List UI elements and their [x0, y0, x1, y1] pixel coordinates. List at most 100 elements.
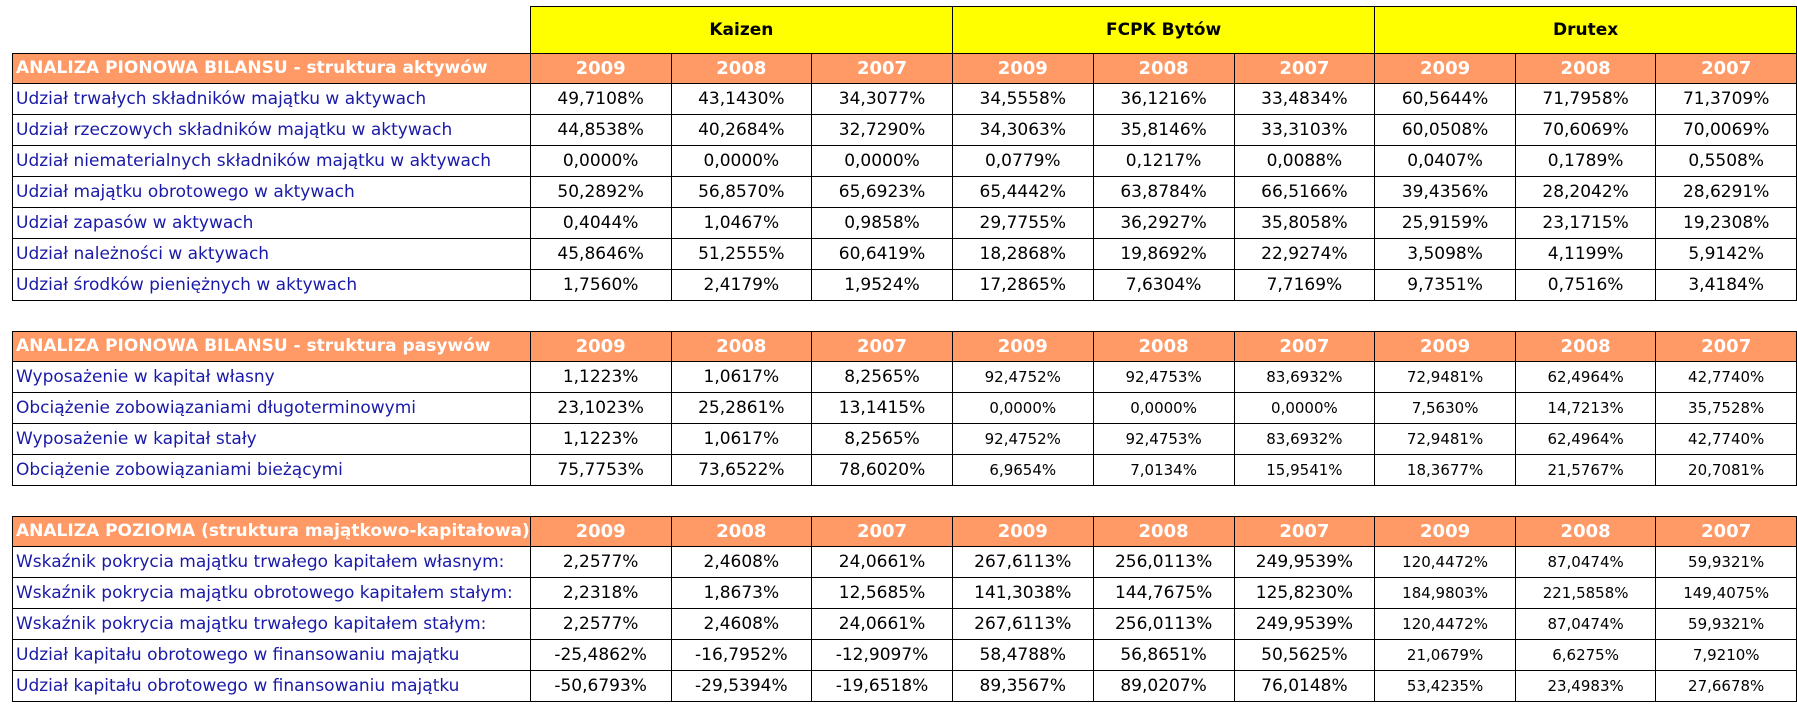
value-cell[interactable]: 92,4753%	[1092, 423, 1235, 455]
value-cell[interactable]: 6,9654%	[951, 454, 1094, 486]
value-cell[interactable]: 15,9541%	[1233, 454, 1376, 486]
value-cell[interactable]: 0,0000%	[529, 145, 672, 177]
value-cell[interactable]: 19,8692%	[1092, 238, 1235, 270]
value-cell[interactable]: 71,7958%	[1514, 83, 1657, 115]
value-cell[interactable]: 25,9159%	[1374, 207, 1516, 239]
row-label-cell[interactable]: Wskaźnik pokrycia majątku obrotowego kap…	[12, 577, 531, 609]
value-cell[interactable]: 7,0134%	[1092, 454, 1235, 486]
year-header-cell[interactable]: 2007	[811, 331, 953, 362]
year-header-cell[interactable]: 2009	[529, 331, 672, 362]
value-cell[interactable]: 49,7108%	[529, 83, 672, 115]
year-header-cell[interactable]: 2008	[1514, 53, 1657, 84]
company-fcpk-bytow[interactable]: FCPK Bytów	[951, 6, 1376, 54]
value-cell[interactable]: 36,2927%	[1092, 207, 1235, 239]
value-cell[interactable]: 65,6923%	[811, 176, 953, 208]
value-cell[interactable]: 24,0661%	[811, 608, 953, 640]
value-cell[interactable]: 89,3567%	[951, 670, 1094, 702]
value-cell[interactable]: 50,5625%	[1233, 639, 1376, 671]
year-header-cell[interactable]: 2007	[1655, 53, 1797, 84]
value-cell[interactable]: 23,1023%	[529, 392, 672, 424]
row-label-cell[interactable]: Udział kapitału obrotowego w finansowani…	[12, 639, 531, 671]
year-header-cell[interactable]: 2009	[951, 331, 1094, 362]
value-cell[interactable]: 0,7516%	[1514, 269, 1657, 301]
year-header-cell[interactable]: 2009	[529, 516, 672, 547]
value-cell[interactable]: 120,4472%	[1374, 608, 1516, 640]
value-cell[interactable]: 62,4964%	[1514, 361, 1657, 393]
value-cell[interactable]: 23,1715%	[1514, 207, 1657, 239]
value-cell[interactable]: 72,9481%	[1374, 361, 1516, 393]
value-cell[interactable]: -16,7952%	[670, 639, 813, 671]
year-header-cell[interactable]: 2008	[670, 331, 813, 362]
year-header-cell[interactable]: 2007	[1233, 331, 1376, 362]
year-header-cell[interactable]: 2008	[670, 53, 813, 84]
year-header-cell[interactable]: 2009	[529, 53, 672, 84]
value-cell[interactable]: 2,2577%	[529, 546, 672, 578]
year-header-cell[interactable]: 2008	[1514, 516, 1657, 547]
value-cell[interactable]: 50,2892%	[529, 176, 672, 208]
row-label-cell[interactable]: Wyposażenie w kapitał stały	[12, 423, 531, 455]
value-cell[interactable]: 1,8673%	[670, 577, 813, 609]
year-header-cell[interactable]: 2009	[1374, 516, 1516, 547]
value-cell[interactable]: -12,9097%	[811, 639, 953, 671]
value-cell[interactable]: 73,6522%	[670, 454, 813, 486]
value-cell[interactable]: 32,7290%	[811, 114, 953, 146]
year-header-cell[interactable]: 2008	[1514, 331, 1657, 362]
value-cell[interactable]: 62,4964%	[1514, 423, 1657, 455]
value-cell[interactable]: 53,4235%	[1374, 670, 1516, 702]
value-cell[interactable]: 89,0207%	[1092, 670, 1235, 702]
value-cell[interactable]: 1,9524%	[811, 269, 953, 301]
year-header-cell[interactable]: 2007	[1233, 53, 1376, 84]
value-cell[interactable]: 21,5767%	[1514, 454, 1657, 486]
company-drutex[interactable]: Drutex	[1374, 6, 1797, 54]
value-cell[interactable]: 21,0679%	[1374, 639, 1516, 671]
value-cell[interactable]: 256,0113%	[1092, 608, 1235, 640]
row-label-cell[interactable]: Udział środków pieniężnych w aktywach	[12, 269, 531, 301]
value-cell[interactable]: 1,0617%	[670, 423, 813, 455]
value-cell[interactable]: 87,0474%	[1514, 546, 1657, 578]
value-cell[interactable]: 56,8651%	[1092, 639, 1235, 671]
value-cell[interactable]: 71,3709%	[1655, 83, 1797, 115]
value-cell[interactable]: 2,2577%	[529, 608, 672, 640]
row-label-cell[interactable]: Udział zapasów w aktywach	[12, 207, 531, 239]
value-cell[interactable]: 92,4752%	[951, 423, 1094, 455]
section-title[interactable]: ANALIZA PIONOWA BILANSU - struktura pasy…	[12, 331, 531, 362]
value-cell[interactable]: 27,6678%	[1655, 670, 1797, 702]
value-cell[interactable]: 2,4608%	[670, 608, 813, 640]
value-cell[interactable]: 0,0000%	[951, 392, 1094, 424]
year-header-cell[interactable]: 2007	[811, 516, 953, 547]
value-cell[interactable]: 12,5685%	[811, 577, 953, 609]
row-label-cell[interactable]: Wskaźnik pokrycia majątku trwałego kapit…	[12, 546, 531, 578]
value-cell[interactable]: 60,0508%	[1374, 114, 1516, 146]
year-header-cell[interactable]: 2007	[1233, 516, 1376, 547]
value-cell[interactable]: 0,0000%	[1233, 392, 1376, 424]
value-cell[interactable]: -29,5394%	[670, 670, 813, 702]
value-cell[interactable]: 7,7169%	[1233, 269, 1376, 301]
value-cell[interactable]: 63,8784%	[1092, 176, 1235, 208]
value-cell[interactable]: 0,0779%	[951, 145, 1094, 177]
section-title[interactable]: ANALIZA PIONOWA BILANSU - struktura akty…	[12, 53, 531, 84]
value-cell[interactable]: 249,9539%	[1233, 546, 1376, 578]
value-cell[interactable]: 2,4608%	[670, 546, 813, 578]
value-cell[interactable]: 60,6419%	[811, 238, 953, 270]
value-cell[interactable]: 70,6069%	[1514, 114, 1657, 146]
value-cell[interactable]: -50,6793%	[529, 670, 672, 702]
value-cell[interactable]: 7,6304%	[1092, 269, 1235, 301]
value-cell[interactable]: 17,2865%	[951, 269, 1094, 301]
value-cell[interactable]: 9,7351%	[1374, 269, 1516, 301]
value-cell[interactable]: 3,5098%	[1374, 238, 1516, 270]
value-cell[interactable]: 0,0407%	[1374, 145, 1516, 177]
value-cell[interactable]: 56,8570%	[670, 176, 813, 208]
value-cell[interactable]: 18,2868%	[951, 238, 1094, 270]
value-cell[interactable]: 18,3677%	[1374, 454, 1516, 486]
value-cell[interactable]: 92,4753%	[1092, 361, 1235, 393]
value-cell[interactable]: 7,5630%	[1374, 392, 1516, 424]
value-cell[interactable]: 35,7528%	[1655, 392, 1797, 424]
value-cell[interactable]: 51,2555%	[670, 238, 813, 270]
value-cell[interactable]: 33,3103%	[1233, 114, 1376, 146]
row-label-cell[interactable]: Wskaźnik pokrycia majątku trwałego kapit…	[12, 608, 531, 640]
year-header-cell[interactable]: 2009	[951, 516, 1094, 547]
value-cell[interactable]: 83,6932%	[1233, 423, 1376, 455]
value-cell[interactable]: 42,7740%	[1655, 361, 1797, 393]
row-label-cell[interactable]: Udział należności w aktywach	[12, 238, 531, 270]
year-header-cell[interactable]: 2008	[1092, 516, 1235, 547]
